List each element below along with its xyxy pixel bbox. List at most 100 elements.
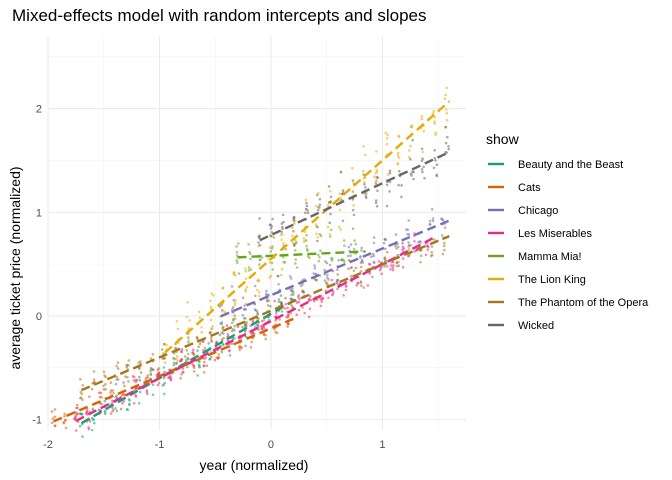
data-point (266, 304, 270, 307)
x-tick-label: -1 (155, 439, 165, 451)
data-point (191, 348, 195, 352)
data-point (440, 217, 443, 220)
data-point (198, 316, 202, 320)
data-point (384, 258, 387, 262)
data-point (134, 378, 138, 382)
data-point (290, 289, 293, 293)
data-point (443, 248, 446, 252)
data-point (290, 277, 293, 280)
data-point (349, 274, 353, 278)
data-point (357, 282, 360, 285)
data-point (303, 211, 307, 215)
data-point (187, 336, 190, 339)
data-point (245, 285, 249, 289)
data-point (291, 287, 294, 291)
data-point (227, 349, 231, 353)
data-point (125, 364, 128, 367)
data-point (74, 429, 78, 432)
data-point (233, 324, 236, 328)
data-point (361, 169, 365, 173)
data-point (312, 272, 316, 275)
data-point (103, 411, 107, 414)
data-point (258, 263, 261, 266)
data-point (235, 250, 239, 254)
data-point (336, 268, 339, 272)
data-point (92, 378, 96, 382)
data-point (53, 424, 57, 428)
data-point (351, 166, 354, 170)
data-point (352, 213, 356, 217)
data-point (317, 259, 321, 263)
data-point (149, 357, 153, 360)
data-point (205, 364, 209, 368)
data-point (239, 345, 242, 349)
data-point (249, 346, 253, 349)
data-point (374, 182, 378, 185)
data-point (273, 299, 276, 303)
data-point (222, 343, 225, 347)
data-point (276, 274, 280, 278)
data-point (255, 310, 259, 313)
data-point (180, 348, 184, 351)
data-point (93, 421, 96, 425)
series-fit-line (237, 250, 366, 259)
data-point (360, 258, 364, 262)
legend-item: The Phantom of the Opera (488, 297, 649, 309)
data-point (370, 255, 373, 258)
x-tick-label: 0 (268, 439, 274, 451)
data-point (368, 262, 371, 266)
data-point (187, 327, 191, 330)
data-point (372, 261, 376, 265)
data-point (111, 399, 114, 403)
data-point (385, 142, 389, 146)
data-point (360, 284, 363, 287)
data-point (53, 415, 57, 419)
data-point (191, 362, 194, 366)
data-point (347, 245, 351, 249)
data-point (372, 252, 375, 256)
data-point (378, 268, 382, 272)
data-point (359, 270, 363, 273)
data-point (244, 277, 248, 280)
data-point (421, 150, 425, 154)
data-point (220, 350, 224, 354)
data-point (324, 289, 327, 293)
data-point (392, 264, 395, 267)
data-point (176, 327, 180, 331)
data-point (407, 233, 411, 236)
data-point (407, 248, 411, 251)
data-point (218, 333, 222, 337)
data-point (336, 278, 339, 282)
data-point (197, 364, 201, 368)
data-point (323, 279, 327, 282)
data-point (328, 221, 332, 225)
data-point (371, 275, 374, 279)
data-point (260, 319, 264, 323)
data-point (146, 376, 149, 379)
data-point (115, 364, 118, 368)
data-point (316, 239, 319, 243)
data-point (81, 435, 84, 438)
data-point (289, 312, 293, 315)
data-point (79, 390, 83, 394)
data-point (313, 267, 317, 270)
data-point (223, 310, 227, 314)
data-point (149, 372, 152, 375)
data-point (292, 216, 296, 220)
data-point (435, 173, 438, 177)
data-point (422, 129, 426, 133)
data-point (349, 254, 352, 257)
data-point (185, 349, 189, 352)
data-point (198, 342, 202, 346)
data-point (442, 244, 446, 248)
data-point (179, 359, 182, 363)
data-point (433, 116, 437, 119)
data-point (163, 376, 166, 380)
data-point (121, 392, 125, 396)
data-point (428, 219, 432, 223)
data-point (295, 266, 299, 269)
data-point (407, 149, 411, 152)
data-point (398, 170, 401, 173)
data-point (200, 326, 203, 329)
data-point (273, 328, 276, 331)
